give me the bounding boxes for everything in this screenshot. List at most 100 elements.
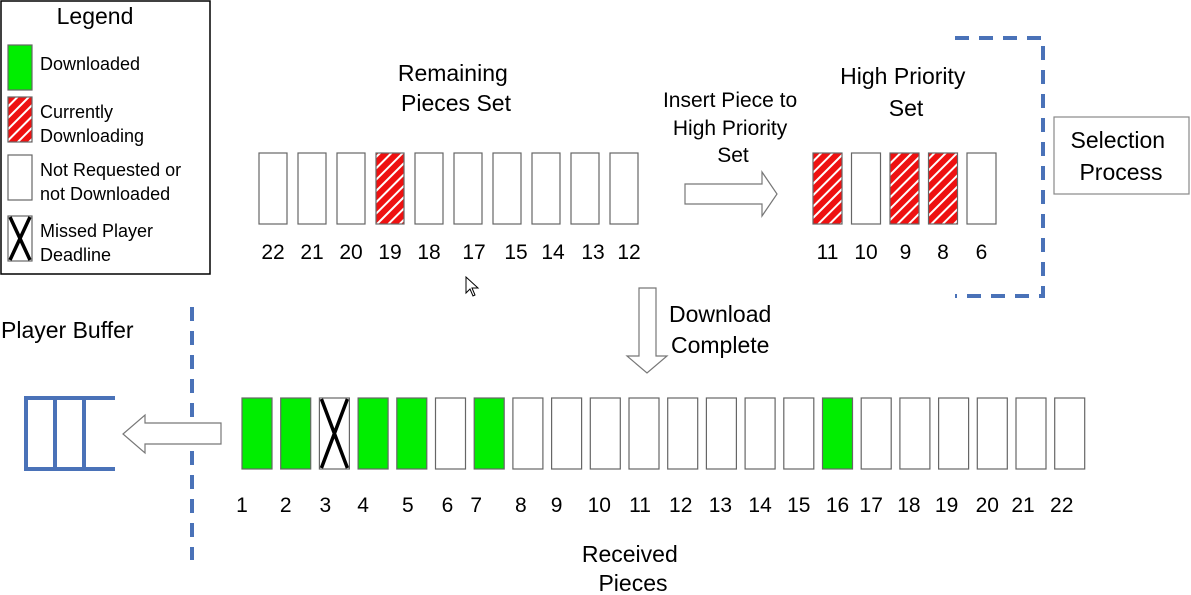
high-priority-piece-label: 10 [854, 241, 877, 264]
remaining-piece: 13 [570, 152, 605, 264]
high-priority-pieces: 11 10 9 8 6 [812, 152, 997, 264]
piece-empty-box [570, 152, 600, 225]
download-arrow-label-line: Download [669, 301, 771, 327]
insert-arrow: Insert Piece to High Priority Set [663, 89, 797, 218]
selection-box [1053, 116, 1190, 195]
received-piece-label: 21 [1011, 494, 1034, 517]
piece-empty-box [336, 152, 366, 225]
legend-item-missed: Missed Player Deadline [7, 215, 153, 265]
received-piece: 21 [1011, 397, 1047, 517]
high-priority-title: High Priority Set [840, 63, 972, 121]
received-piece-label: 17 [860, 494, 883, 517]
missed-deadline-x-icon [319, 398, 350, 469]
piece-empty-box [860, 397, 892, 470]
remaining-piece-label: 12 [617, 241, 640, 264]
high-priority-set: High Priority Set 11 10 9 8 6 [812, 63, 997, 264]
remaining-piece-label: 19 [378, 241, 401, 264]
piece-empty-box [609, 152, 639, 225]
piece-empty-box [899, 397, 931, 470]
selection-process: Selection Process [955, 36, 1190, 298]
received-pieces: 1 2 3 4 5 6 7 8 9 10 11 12 13 14 15 16 17 18 19 20 21 22 [236, 397, 1086, 517]
piece-downloading-box [889, 152, 920, 225]
received-piece: 19 [935, 397, 970, 517]
received-piece-label: 19 [935, 494, 958, 517]
piece-empty-box [744, 397, 776, 470]
received-piece-label: 13 [709, 494, 732, 517]
received-piece-label: 7 [470, 494, 482, 517]
piece-empty-box [512, 397, 544, 470]
piece-empty-box [850, 152, 882, 225]
remaining-piece-label: 14 [541, 241, 565, 264]
received-piece: 3 [318, 397, 350, 517]
legend-box [0, 0, 211, 275]
piece-empty-box [667, 397, 699, 470]
piece-empty-box [7, 154, 33, 201]
received-piece: 20 [976, 397, 1008, 517]
received-piece-label: 16 [826, 494, 849, 517]
high-priority-piece-label: 11 [817, 241, 839, 264]
received-piece-label: 9 [551, 494, 563, 517]
received-piece-label: 14 [748, 494, 772, 517]
download-arrow-label-line: Complete [671, 332, 769, 358]
piece-downloaded-box [473, 397, 505, 470]
piece-empty-box [628, 397, 660, 470]
legend-item-label: Currently [40, 102, 113, 122]
piece-empty-box [1054, 397, 1086, 470]
remaining-piece-label: 21 [300, 241, 323, 264]
received-piece: 22 [1050, 397, 1086, 517]
high-priority-piece: 11 [812, 152, 843, 264]
piece-empty-box [258, 152, 288, 225]
remaining-piece: 18 [414, 152, 444, 264]
selection-label: Selection Process [1070, 127, 1171, 185]
piece-empty-box [453, 152, 483, 225]
received-piece-label: 20 [976, 494, 999, 517]
high-priority-piece-label: 9 [900, 241, 912, 264]
legend-item-label: not Downloaded [40, 184, 170, 204]
received-piece-label: 11 [629, 494, 651, 517]
remaining-piece: 20 [336, 152, 366, 264]
received-piece: 14 [744, 397, 776, 517]
legend-item-label: Downloaded [40, 54, 140, 74]
piece-empty-box [1015, 397, 1047, 470]
piece-downloaded-box [396, 397, 428, 470]
remaining-piece-label: 18 [417, 241, 440, 264]
insert-arrow-label-line: Insert Piece to [663, 89, 797, 112]
received-pieces-set: 1 2 3 4 5 6 7 8 9 10 11 12 13 14 15 16 17 18 19 20 21 22 Rece… [236, 397, 1086, 595]
piece-empty-box [297, 152, 327, 225]
remaining-pieces: 22 21 20 19 18 17 15 14 13 12 [258, 152, 641, 264]
insert-arrow-label-line: Set [717, 144, 749, 167]
piece-downloading-box [812, 152, 843, 225]
received-piece: 12 [667, 397, 699, 517]
received-piece: 18 [897, 397, 931, 517]
player-buffer-label: Player Buffer [1, 317, 134, 343]
received-piece-label: 8 [515, 494, 527, 517]
received-piece: 15 [783, 397, 815, 517]
received-title-line: Pieces [598, 570, 667, 595]
received-piece-label: 12 [669, 494, 692, 517]
received-piece-label: 2 [280, 494, 292, 517]
high-priority-piece-label: 6 [976, 241, 988, 264]
piece-empty-box [705, 397, 738, 470]
download-arrow-label: Download Complete [669, 301, 778, 358]
piece-downloading-box [375, 152, 405, 225]
buffer-arrow-shape [122, 413, 222, 455]
remaining-piece-label: 15 [504, 241, 527, 264]
received-piece: 9 [551, 397, 583, 517]
piece-downloaded-box [821, 397, 854, 470]
remaining-piece: 14 [531, 152, 565, 264]
received-piece-label: 4 [357, 494, 369, 517]
remaining-piece: 19 [375, 152, 405, 264]
received-title: Received Pieces [582, 541, 684, 595]
received-piece: 7 [470, 397, 505, 517]
high-priority-piece: 6 [966, 152, 997, 264]
remaining-piece: 17 [453, 152, 486, 264]
remaining-piece-label: 20 [339, 241, 362, 264]
piece-empty-box [434, 397, 467, 470]
piece-empty-box [966, 152, 997, 225]
piece-empty-box [783, 397, 815, 470]
download-arrow: Download Complete [625, 287, 778, 374]
legend-items: Downloaded Currently Downloading Not Reques… [7, 44, 181, 265]
remaining-piece: 15 [492, 152, 528, 264]
piece-downloaded-box [241, 397, 273, 470]
